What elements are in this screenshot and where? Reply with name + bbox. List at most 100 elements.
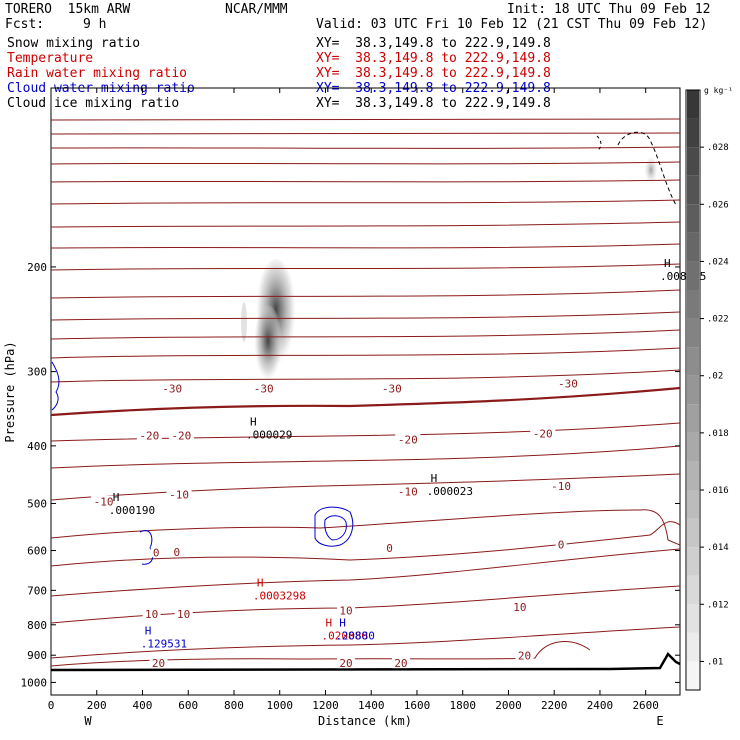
isotherm-line	[51, 521, 680, 567]
x-tick-label: 1200	[312, 699, 339, 712]
temperature-contours	[51, 118, 680, 667]
temperature-label: 20	[394, 657, 407, 670]
y-tick-label: 500	[27, 497, 47, 510]
colorbar-band	[687, 490, 699, 519]
forecast-label: Fcst:	[5, 17, 45, 32]
temperature-label: -20	[398, 433, 418, 446]
isotherm-line	[51, 509, 680, 546]
temperature-label: -30	[254, 382, 274, 395]
valid-time: Valid: 03 UTC Fri 10 Feb 12 (21 CST Thu …	[316, 17, 708, 32]
temperature-labels: -30 -30 -30 -30-20 -20 -20 -20-10-10 -10 -100 0 0 0…	[91, 377, 581, 670]
colorbar-unit: g kg⁻¹	[704, 86, 733, 95]
temp-label-bg	[337, 657, 356, 669]
temperature-label: -20	[533, 427, 553, 440]
y-axis-label: Pressure (hPa)	[3, 341, 17, 442]
temp-label-bg	[379, 382, 405, 394]
colorbar-band	[687, 661, 699, 690]
colorbar-tick-label: .028	[707, 143, 729, 153]
x-tick-label: 200	[87, 699, 107, 712]
field-rain-xy: XY= 38.3,149.8 to 222.9,149.8	[316, 66, 551, 81]
y-tick-label: 900	[27, 649, 47, 662]
cloud-water-contour	[51, 361, 60, 411]
colorbar-band	[687, 261, 699, 290]
field-ice-xy: XY= 38.3,149.8 to 222.9,149.8	[316, 96, 551, 111]
colorbar-band	[687, 118, 699, 148]
temp-label-bg	[555, 377, 581, 389]
x-tick-label: 800	[224, 699, 244, 712]
isotherm-line	[51, 263, 680, 271]
y-tick-label: 200	[27, 261, 47, 274]
temp-label-bg	[515, 649, 534, 661]
temperature-label: 10	[177, 608, 190, 621]
temperature-label: 20	[152, 657, 165, 670]
isotherm-line	[51, 146, 680, 149]
init-time: Init: 18 UTC Thu 09 Feb 12	[507, 2, 711, 17]
maximum-marker: H	[250, 416, 257, 429]
temperature-label: 0	[558, 538, 565, 551]
field-temperature-xy: XY= 38.3,149.8 to 222.9,149.8	[316, 51, 551, 66]
colorbar-tick-label: .026	[707, 200, 729, 210]
temp-label-bg	[159, 382, 185, 394]
isotherm-line	[51, 221, 680, 228]
maximum-value: .129531	[141, 637, 187, 650]
plot-frame	[50, 87, 681, 696]
colorbar-band	[687, 461, 699, 490]
x-tick-label: 2400	[587, 699, 614, 712]
x-tick-label: 2600	[632, 699, 659, 712]
x-tick-label: 1600	[404, 699, 431, 712]
temp-label-bg	[166, 488, 192, 500]
maximum-marker: H	[325, 616, 332, 629]
temperature-label: -30	[162, 382, 182, 395]
temp-label-bg	[384, 541, 396, 553]
isotherm-line	[51, 473, 680, 501]
maximum-value: .0003298	[253, 590, 306, 603]
temp-label-bg	[136, 429, 162, 441]
y-tick-label: 800	[27, 619, 47, 632]
maximum-marker: H	[257, 577, 264, 590]
cloud-ice-contour	[617, 131, 677, 206]
colorbar-band	[687, 575, 699, 605]
colorbar-band	[687, 318, 699, 348]
temp-label-bg	[395, 485, 421, 497]
temperature-label: 0	[173, 546, 180, 559]
temp-label-bg	[168, 429, 194, 441]
maximum-marker: H	[431, 472, 438, 485]
temperature-label: 0	[386, 542, 393, 555]
temp-label-bg	[91, 495, 117, 507]
colorbar-band	[687, 547, 699, 576]
isotherm-line	[51, 243, 680, 249]
colorbar-band	[687, 432, 699, 462]
isotherm-line	[51, 626, 680, 659]
snow-core-lower	[254, 305, 282, 385]
temp-label-bg	[548, 479, 574, 491]
maximum-marker: H	[664, 257, 671, 270]
temperature-label: -30	[558, 377, 578, 390]
colorbar-outline	[685, 89, 701, 691]
field-ice-name: Cloud ice mixing ratio	[7, 96, 180, 111]
temp-label-bg	[337, 604, 356, 616]
colorbar-tick-label: .02	[707, 372, 723, 382]
colorbar-band	[687, 347, 699, 376]
temperature-label: -10	[94, 495, 114, 508]
y-tick-label: 600	[27, 545, 47, 558]
colorbar-band	[687, 204, 699, 233]
temp-label-bg	[149, 657, 168, 669]
colorbar-band	[687, 604, 699, 633]
temp-label-bg	[395, 433, 421, 445]
temperature-label: 20	[518, 649, 531, 662]
temp-label-bg	[150, 546, 162, 558]
temp-label-bg	[510, 600, 529, 612]
colorbar-band	[687, 175, 699, 205]
cloud-water-contour	[139, 530, 154, 565]
x-tick-label: 2000	[495, 699, 522, 712]
temperature-label: -20	[139, 429, 159, 442]
isotherm-line	[51, 118, 680, 121]
colorbar-tick-label: .012	[707, 600, 729, 610]
y-tick-label: 700	[27, 584, 47, 597]
shaded-mixing-ratio	[241, 156, 658, 385]
colorbar-tick-label: .022	[707, 315, 729, 325]
temp-label-bg	[171, 545, 183, 557]
maximum-marker: H	[145, 624, 152, 637]
temp-label-bg	[391, 657, 410, 669]
